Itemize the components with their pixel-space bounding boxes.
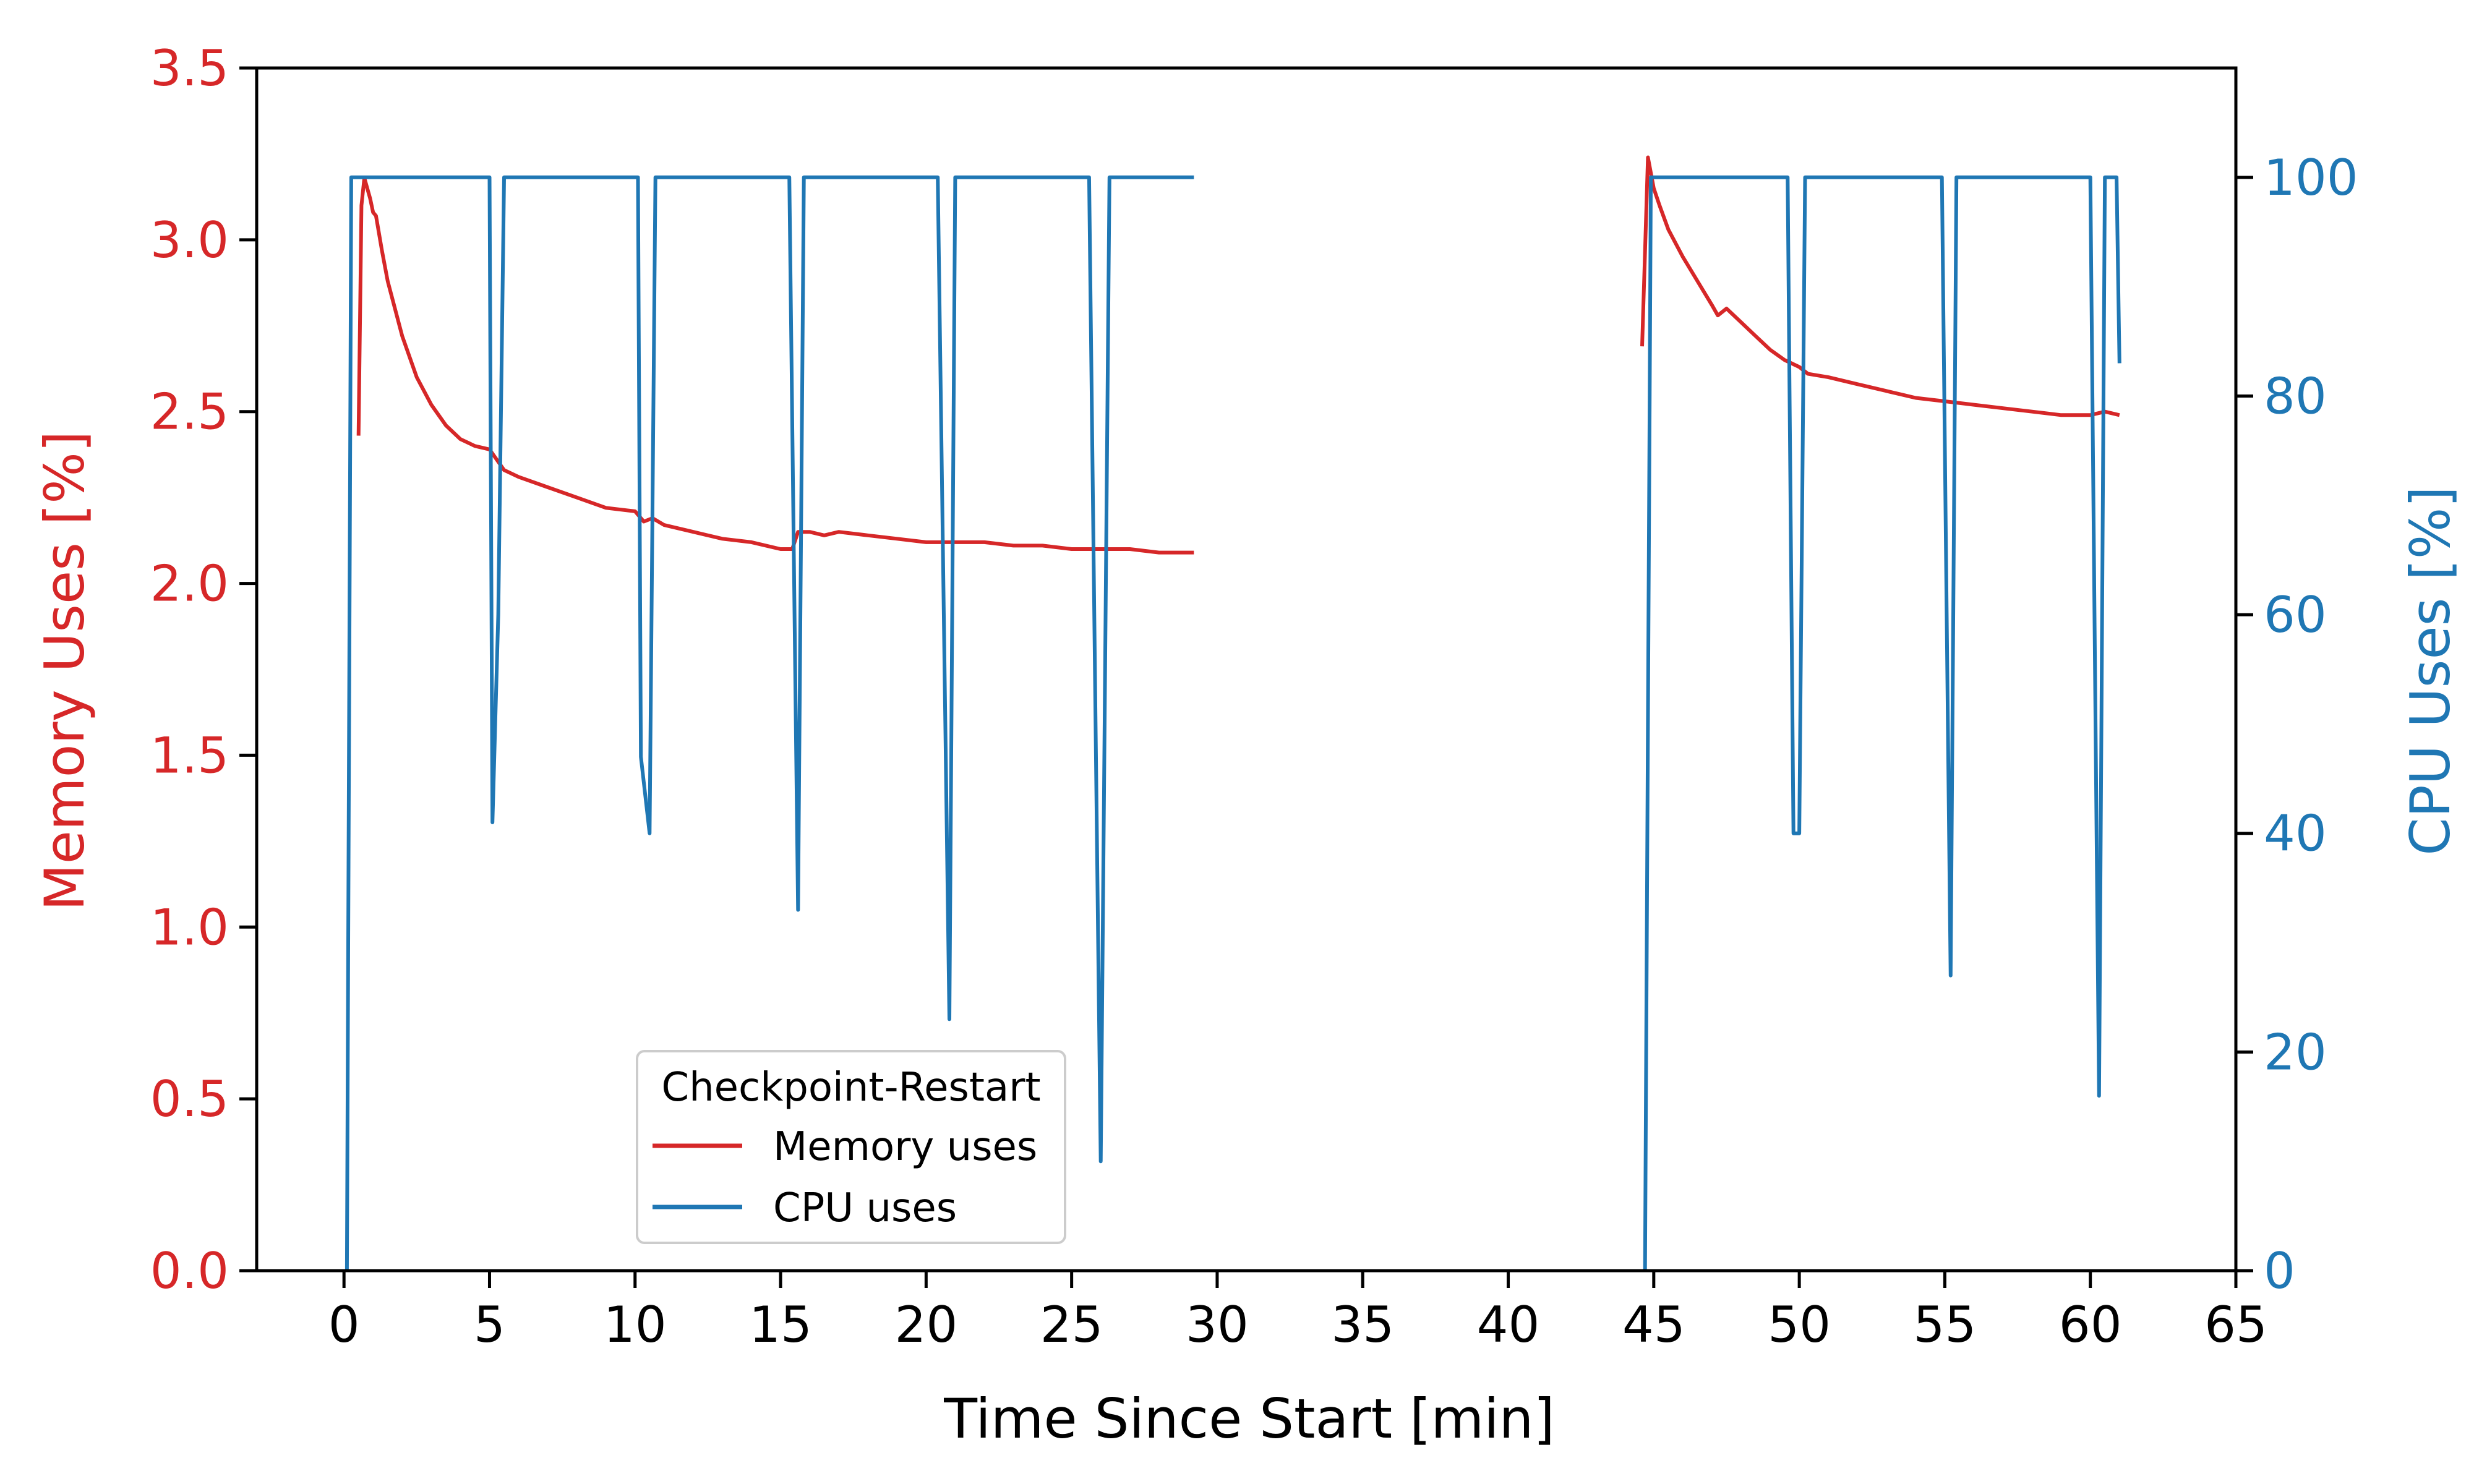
y-left-tick-label: 2.0 <box>150 555 229 613</box>
y-right-tick-label: 20 <box>2264 1023 2327 1081</box>
x-tick-label: 5 <box>474 1296 505 1354</box>
y-left-axis-ticks: 0.0 0.5 1.0 1.5 2.0 2.5 3.0 3.5 <box>150 40 257 1300</box>
x-tick-label: 35 <box>1331 1296 1394 1354</box>
y-right-axis-label: CPU Uses [%] <box>2399 486 2462 855</box>
plot-lines <box>345 155 2121 1271</box>
x-tick-label: 60 <box>2059 1296 2122 1354</box>
legend: Checkpoint-Restart Memory uses CPU uses <box>636 1050 1066 1244</box>
series-memory-uses-segment-2 <box>1640 155 2120 417</box>
series-cpu-uses-segment-2 <box>1643 175 2121 1271</box>
y-left-tick-label: 1.0 <box>150 898 229 956</box>
plot-frame <box>255 66 2238 1273</box>
y-left-tick-label: 3.0 <box>150 211 229 269</box>
x-tick-label: 25 <box>1040 1296 1103 1354</box>
x-tick-label: 50 <box>1768 1296 1831 1354</box>
legend-entry-cpu: CPU uses <box>773 1185 957 1231</box>
x-tick-label: 20 <box>894 1296 957 1354</box>
x-tick-label: 15 <box>749 1296 812 1354</box>
legend-title: Checkpoint-Restart <box>661 1065 1040 1111</box>
y-right-tick-label: 0 <box>2264 1242 2295 1300</box>
x-tick-label: 10 <box>604 1296 667 1354</box>
legend-entry-memory: Memory uses <box>773 1124 1037 1170</box>
y-left-axis-label: Memory Uses [%] <box>33 431 96 911</box>
y-right-tick-label: 80 <box>2264 367 2327 425</box>
x-axis-ticks: 0 5 10 15 20 25 30 35 40 45 50 55 60 65 <box>328 1271 2267 1354</box>
y-left-tick-label: 0.0 <box>150 1242 229 1300</box>
x-tick-label: 45 <box>1622 1296 1685 1354</box>
series-cpu-uses-segment-1 <box>345 175 1194 1271</box>
y-left-tick-label: 1.5 <box>150 727 229 784</box>
x-tick-label: 30 <box>1186 1296 1249 1354</box>
y-right-tick-label: 40 <box>2264 805 2327 863</box>
legend-box <box>636 1050 1066 1244</box>
y-left-tick-label: 0.5 <box>150 1070 229 1128</box>
y-right-tick-label: 100 <box>2264 149 2358 207</box>
y-left-tick-label: 2.5 <box>150 383 229 441</box>
y-right-tick-label: 60 <box>2264 586 2327 644</box>
y-left-tick-label: 3.5 <box>150 40 229 97</box>
x-tick-label: 0 <box>328 1296 360 1354</box>
y-right-axis-ticks: 0 20 40 60 80 100 <box>2236 149 2358 1300</box>
x-tick-label: 65 <box>2204 1296 2267 1354</box>
x-tick-label: 40 <box>1477 1296 1540 1354</box>
x-axis-label: Time Since Start [min] <box>943 1387 1554 1451</box>
x-tick-label: 55 <box>1914 1296 1977 1354</box>
